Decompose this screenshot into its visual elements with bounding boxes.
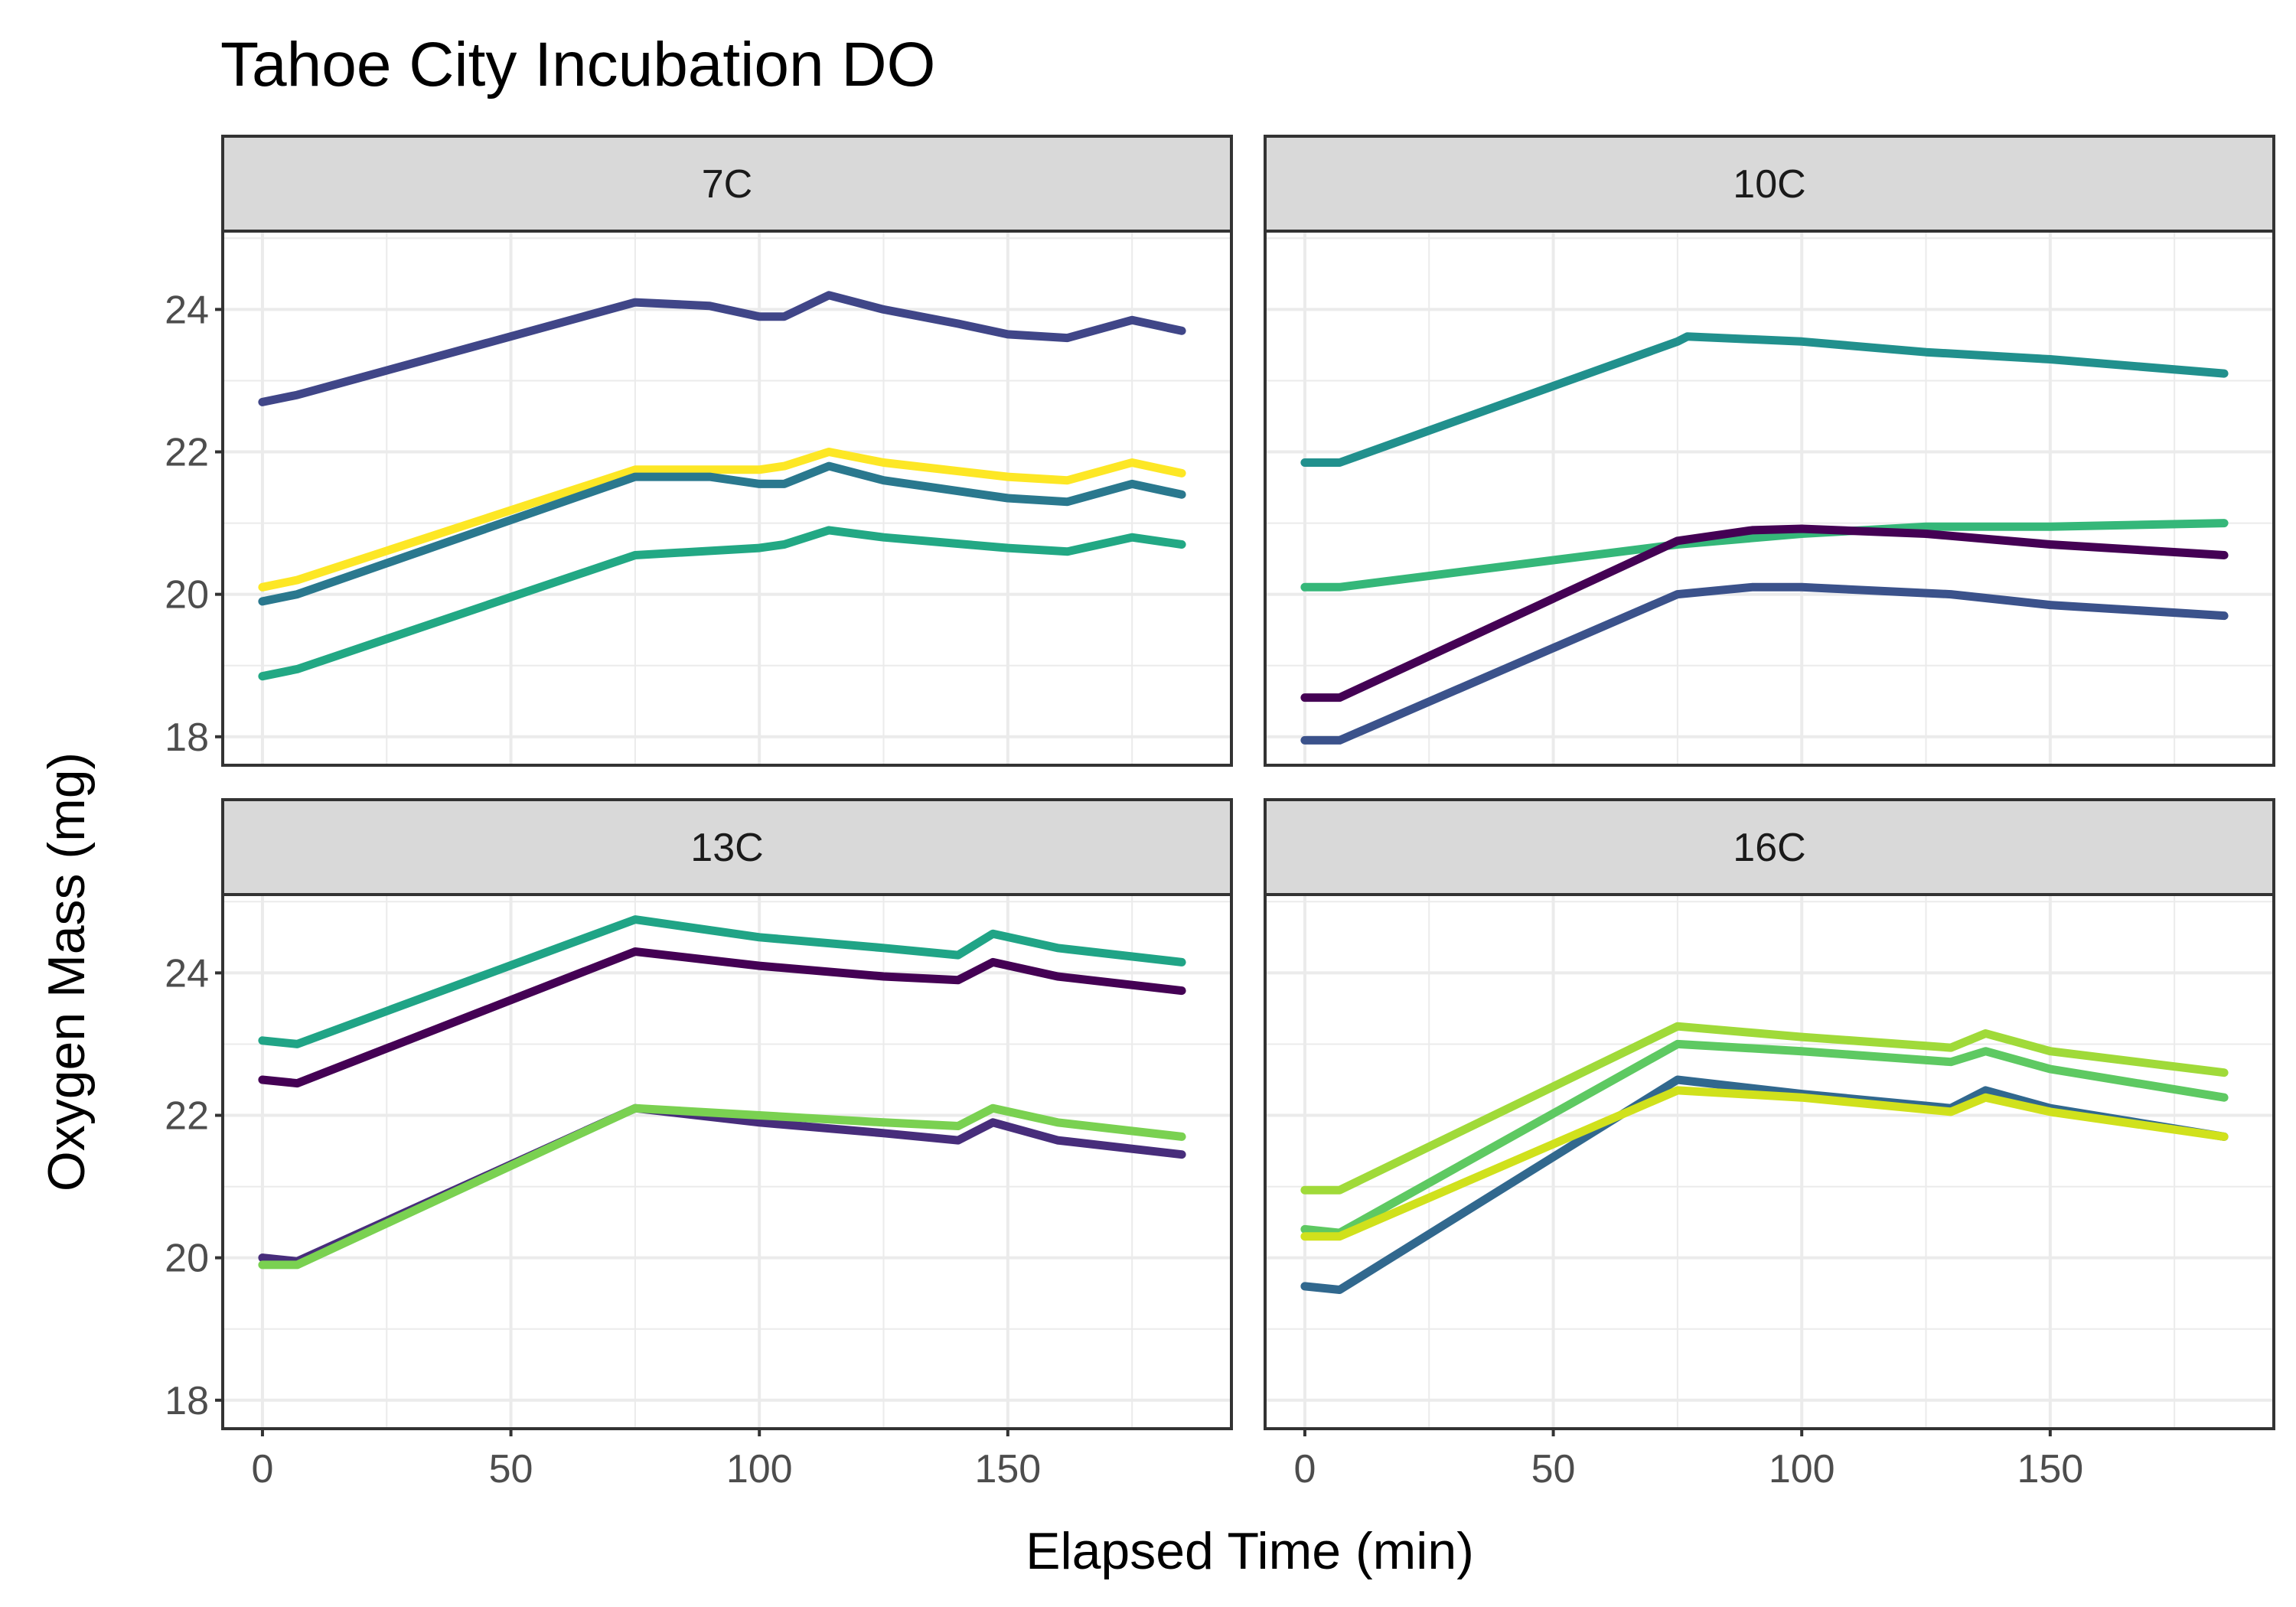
strip-background xyxy=(1264,135,2275,233)
facet-panel-7C: 7C 18 20 22 24 xyxy=(165,135,1233,767)
x-tick-label: 50 xyxy=(1531,1447,1576,1491)
series-line-2 xyxy=(258,947,1186,1088)
strip-label: 13C xyxy=(690,826,763,870)
strip-background xyxy=(221,135,1233,233)
strip-background xyxy=(221,798,1233,896)
y-tick-label: 18 xyxy=(165,715,209,760)
series-line-1 xyxy=(258,291,1186,406)
y-axis-title: Oxygen Mass (mg) xyxy=(38,752,96,1191)
y-tick-label: 18 xyxy=(165,1379,209,1423)
chart-title: Tahoe City Incubation DO xyxy=(220,30,935,99)
panel-border xyxy=(221,230,1233,767)
facet-panel-13C: 13C 18 20 22 24 0 50 100 150 xyxy=(165,798,1233,1491)
panel-border xyxy=(1264,230,2275,767)
series-line-1 xyxy=(1300,1022,2229,1195)
series-line-4 xyxy=(258,1103,1186,1270)
strip-label: 10C xyxy=(1733,162,1805,207)
series-line-4 xyxy=(1300,1086,2229,1241)
x-tick-label: 100 xyxy=(726,1447,793,1491)
strip-label: 16C xyxy=(1733,826,1805,870)
series-line-2 xyxy=(1300,519,2229,592)
x-tick-label: 0 xyxy=(251,1447,273,1491)
series-line-1 xyxy=(258,915,1186,1048)
facet-panel-10C: 10C xyxy=(1264,135,2275,767)
panel-border xyxy=(221,893,1233,1430)
y-tick-label: 24 xyxy=(165,288,209,332)
series-line-3 xyxy=(258,461,1186,606)
x-tick-label: 100 xyxy=(1769,1447,1835,1491)
y-tick-label: 20 xyxy=(165,1237,209,1281)
x-axis-title: Elapsed Time (min) xyxy=(1026,1522,1474,1580)
y-tick-label: 22 xyxy=(165,431,209,475)
y-tick-label: 22 xyxy=(165,1094,209,1139)
y-tick-label: 20 xyxy=(165,573,209,618)
x-tick-label: 50 xyxy=(489,1447,533,1491)
x-tick-label: 150 xyxy=(2017,1447,2083,1491)
series-line-1 xyxy=(1300,332,2229,467)
y-tick-label: 24 xyxy=(165,951,209,996)
strip-label: 7C xyxy=(702,162,752,207)
strip-background xyxy=(1264,798,2275,896)
series-line-2 xyxy=(258,448,1186,592)
series-line-2 xyxy=(1300,1039,2229,1237)
x-tick-label: 0 xyxy=(1293,1447,1316,1491)
series-line-4 xyxy=(258,526,1186,681)
facet-panel-16C: 16C 0 50 100 150 xyxy=(1264,798,2275,1491)
series-line-3 xyxy=(1300,524,2229,702)
panel-border xyxy=(1264,893,2275,1430)
x-tick-label: 150 xyxy=(974,1447,1041,1491)
series-line-4 xyxy=(1300,582,2229,745)
